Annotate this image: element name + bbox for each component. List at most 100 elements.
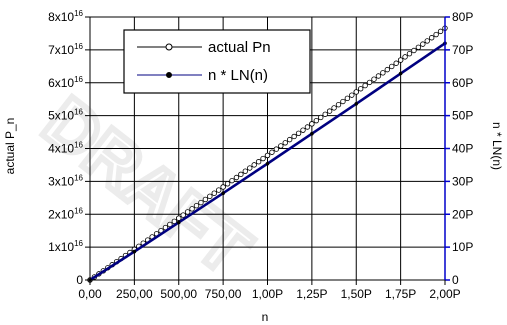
point-actual-pn-node-2 bbox=[176, 215, 182, 221]
point-actual-pn-node-5 bbox=[309, 121, 315, 127]
point-actual-pn-73 bbox=[411, 47, 417, 54]
point-actual-pn-63 bbox=[366, 79, 373, 86]
point-actual-pn-48 bbox=[300, 127, 306, 133]
point-actual-pn-34 bbox=[238, 171, 244, 178]
point-actual-pn-74 bbox=[415, 44, 422, 51]
point-nlnn-1 bbox=[132, 249, 137, 254]
point-actual-pn-67 bbox=[384, 66, 391, 73]
point-actual-pn-75 bbox=[420, 41, 426, 47]
point-actual-pn-node-6 bbox=[353, 89, 359, 95]
point-actual-pn-56 bbox=[335, 102, 342, 108]
point-nlnn-4 bbox=[265, 161, 270, 166]
bottom-tick-label-0: 0,00 bbox=[78, 287, 102, 301]
point-actual-pn-29 bbox=[215, 187, 222, 193]
point-actual-pn-55 bbox=[331, 105, 337, 111]
bottom-tick-label-5: 1,25P bbox=[296, 287, 327, 301]
point-nlnn-6 bbox=[354, 101, 359, 106]
bottom-tick-label-6: 1,50P bbox=[341, 287, 372, 301]
point-actual-pn-node-4 bbox=[264, 152, 271, 159]
point-actual-pn-45 bbox=[286, 136, 293, 143]
point-actual-pn-59 bbox=[349, 92, 355, 98]
point-actual-pn-69 bbox=[393, 60, 399, 66]
point-actual-pn-54 bbox=[326, 108, 333, 114]
right-tick-label-2: 20P bbox=[452, 207, 473, 221]
point-actual-pn-23 bbox=[189, 206, 195, 212]
legend-box bbox=[123, 29, 311, 94]
left-axis: 0 1x1016 2x1016 3x1016 4x1016 5x1016 6x1016 7x1… bbox=[48, 9, 90, 287]
bottom-tick-label-2: 500,00 bbox=[160, 287, 197, 301]
right-tick-label-7: 70P bbox=[452, 43, 473, 57]
point-nlnn-7 bbox=[398, 71, 403, 76]
point-actual-pn-46 bbox=[291, 133, 297, 140]
bottom-axis: 0,00 250,00 500,00 750,00 1,00P 1,25P 1,50P 1,7… bbox=[78, 280, 461, 301]
left-tick-label-7: 7x1016 bbox=[48, 42, 83, 57]
point-actual-pn-node-3 bbox=[220, 184, 226, 190]
point-actual-pn-51 bbox=[313, 117, 320, 124]
legend-label-nlnn: n * LN(n) bbox=[208, 67, 268, 84]
bottom-tick-label-7: 1,75P bbox=[385, 287, 416, 301]
point-actual-pn-31 bbox=[224, 181, 231, 187]
point-actual-pn-62 bbox=[362, 82, 368, 89]
left-tick-label-0: 0 bbox=[76, 273, 83, 287]
point-actual-pn-78 bbox=[433, 31, 439, 38]
right-tick-label-4: 40P bbox=[452, 142, 473, 156]
point-nlnn-2 bbox=[176, 220, 181, 225]
legend-label-actual-pn: actual Pn bbox=[208, 39, 271, 56]
point-actual-pn-36 bbox=[247, 165, 253, 171]
point-actual-pn-28 bbox=[211, 190, 217, 196]
left-tick-label-1: 1x1016 bbox=[48, 239, 83, 254]
point-actual-pn-42 bbox=[273, 146, 280, 152]
right-axis-title: n * LN(n) bbox=[490, 122, 504, 170]
point-actual-pn-32 bbox=[229, 177, 235, 184]
right-tick-label-5: 50P bbox=[452, 109, 473, 123]
point-actual-pn-77 bbox=[428, 35, 435, 41]
point-actual-pn-37 bbox=[251, 162, 257, 168]
point-actual-pn-57 bbox=[340, 98, 346, 105]
left-tick-label-8: 8x1016 bbox=[48, 9, 83, 24]
point-actual-pn-node-7 bbox=[397, 57, 404, 63]
point-actual-pn-38 bbox=[255, 159, 262, 165]
left-axis-title: actual P_n bbox=[3, 118, 17, 175]
right-tick-label-6: 60P bbox=[452, 76, 473, 90]
x-axis-title: n bbox=[262, 310, 269, 324]
point-actual-pn-49 bbox=[304, 124, 311, 130]
left-tick-label-5: 5x1016 bbox=[48, 108, 83, 123]
right-tick-label-0: 0 bbox=[452, 273, 459, 287]
point-actual-pn-58 bbox=[344, 95, 351, 102]
bottom-tick-label-3: 750,00 bbox=[205, 287, 242, 301]
bottom-tick-label-1: 250,00 bbox=[116, 287, 153, 301]
right-tick-label-8: 80P bbox=[452, 10, 473, 24]
left-tick-label-2: 2x1016 bbox=[48, 206, 83, 221]
left-tick-label-4: 4x1016 bbox=[48, 141, 83, 156]
point-actual-pn-65 bbox=[375, 73, 382, 79]
point-actual-pn-47 bbox=[295, 130, 302, 137]
right-tick-label-3: 30P bbox=[452, 174, 473, 188]
left-tick-label-3: 3x1016 bbox=[48, 173, 83, 188]
series-layer bbox=[87, 25, 448, 283]
bottom-tick-label-8: 2,00P bbox=[429, 287, 460, 301]
point-actual-pn-33 bbox=[233, 174, 240, 181]
legend-marker-actual-pn bbox=[165, 43, 173, 51]
point-actual-pn-22 bbox=[184, 209, 191, 215]
point-actual-pn-24 bbox=[193, 203, 200, 209]
point-actual-pn-39 bbox=[260, 155, 266, 162]
point-nlnn-3 bbox=[221, 191, 225, 196]
point-actual-pn-66 bbox=[380, 70, 386, 76]
point-actual-pn-76 bbox=[424, 38, 430, 44]
point-actual-pn-25 bbox=[198, 199, 204, 206]
point-nlnn-5 bbox=[310, 131, 314, 136]
point-actual-pn-44 bbox=[282, 140, 288, 146]
point-actual-pn-21 bbox=[180, 212, 186, 218]
right-axis: 0 10P 20P 30P 40P 50P 60P 70P 80P bbox=[444, 10, 473, 287]
left-tick-label-6: 6x1016 bbox=[48, 75, 83, 90]
point-actual-pn-41 bbox=[269, 149, 275, 155]
point-actual-pn-79 bbox=[437, 28, 444, 35]
point-actual-pn-64 bbox=[371, 76, 377, 82]
point-actual-pn-43 bbox=[278, 143, 284, 149]
point-actual-pn-26 bbox=[202, 196, 209, 203]
point-actual-pn-19 bbox=[171, 218, 178, 225]
legend-marker-nlnn bbox=[166, 72, 172, 78]
point-actual-pn-61 bbox=[357, 86, 364, 92]
point-actual-pn-68 bbox=[389, 63, 395, 70]
point-actual-pn-27 bbox=[207, 193, 213, 200]
